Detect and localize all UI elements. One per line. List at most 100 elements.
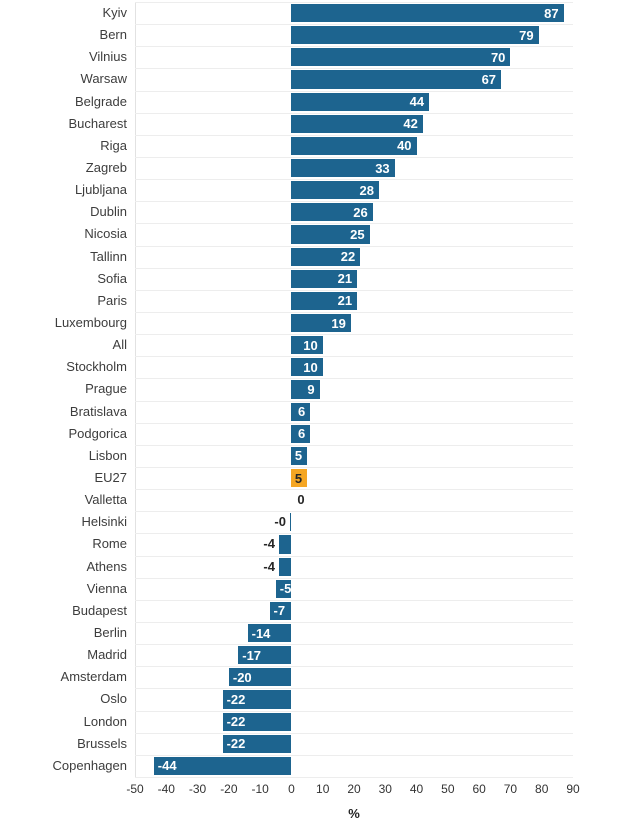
- gridline: [135, 710, 573, 712]
- bar: [289, 513, 292, 532]
- value-label: -14: [251, 625, 271, 641]
- value-label: 67: [481, 71, 497, 87]
- value-label: 9: [307, 381, 315, 397]
- gridline: [135, 2, 573, 3]
- gridline: [135, 24, 573, 26]
- category-label: London: [83, 713, 127, 729]
- axis-tick-label: 10: [316, 782, 330, 796]
- gridline: [135, 334, 573, 336]
- bar: 25: [291, 225, 370, 244]
- value-label: 22: [340, 249, 356, 265]
- axis-tick-label: -10: [251, 782, 269, 796]
- value-label: 42: [403, 116, 418, 132]
- value-label: -22: [226, 736, 246, 752]
- category-label: Bratislava: [69, 403, 127, 419]
- plot-left-border: [135, 2, 136, 777]
- gridline: [135, 157, 573, 158]
- category-label: Madrid: [87, 647, 127, 663]
- value-label: 21: [337, 271, 353, 287]
- axis-tick-label: 80: [535, 782, 549, 796]
- gridline: [135, 599, 573, 601]
- category-label: Kyiv: [102, 5, 127, 20]
- bar: 28: [291, 181, 380, 200]
- axis-tick-label: 60: [472, 782, 486, 796]
- gridline: [135, 622, 573, 623]
- category-label: Brussels: [77, 735, 127, 751]
- bar: 10: [291, 358, 323, 377]
- gridline: [135, 555, 573, 557]
- value-label: -4: [263, 536, 275, 552]
- category-label: Bern: [99, 27, 127, 43]
- value-label: 26: [353, 204, 368, 220]
- bar: 87: [291, 4, 564, 23]
- gridline: [135, 644, 573, 646]
- value-label: 79: [519, 27, 534, 43]
- axis-tick-label: 50: [441, 782, 455, 796]
- value-label: -22: [226, 691, 246, 707]
- bar: -22: [222, 734, 292, 753]
- category-label: Copenhagen: [52, 757, 127, 773]
- gridline: [135, 223, 573, 225]
- axis-tick-label: 70: [503, 782, 518, 796]
- axis-tick-label: 90: [566, 782, 580, 796]
- gridline: [135, 511, 573, 513]
- category-label: Nicosia: [84, 226, 127, 242]
- bar: [278, 535, 292, 554]
- category-label: Budapest: [72, 602, 127, 618]
- bar: 21: [291, 269, 358, 288]
- bar: 40: [291, 136, 417, 155]
- category-label: Warsaw: [80, 71, 127, 87]
- gridline: [135, 356, 573, 358]
- value-label: 44: [409, 94, 425, 110]
- x-axis-title: %: [348, 806, 360, 821]
- value-label: 6: [297, 404, 306, 420]
- gridline: [135, 201, 573, 203]
- bar: -17: [238, 646, 292, 665]
- bar: 6: [291, 424, 311, 443]
- bar: 19: [291, 314, 351, 333]
- gridline: [135, 467, 573, 468]
- gridline: [135, 112, 573, 114]
- value-label: -20: [232, 669, 252, 685]
- gridline: [135, 46, 573, 48]
- gridline: [135, 400, 573, 402]
- value-label: 5: [294, 470, 303, 486]
- gridline: [135, 289, 573, 291]
- gridline: [135, 267, 573, 269]
- value-label: -4: [263, 558, 275, 574]
- value-label: -7: [273, 603, 286, 619]
- gridline: [135, 533, 573, 535]
- axis-tick-label: 30: [378, 782, 392, 796]
- category-label: Berlin: [93, 625, 127, 640]
- gridline: [135, 312, 573, 313]
- axis-tick-label: -30: [188, 782, 207, 796]
- gridline: [135, 489, 573, 491]
- value-label: 40: [397, 138, 412, 154]
- bar: -5: [275, 579, 292, 598]
- category-label: Dublin: [90, 204, 127, 220]
- category-label: Vienna: [86, 580, 127, 596]
- value-label: 0: [297, 492, 305, 508]
- gridline: [135, 179, 573, 181]
- bar: -44: [153, 756, 292, 775]
- category-label: Sofia: [97, 270, 127, 286]
- bar: [278, 557, 292, 576]
- category-label: Valletta: [84, 492, 127, 508]
- gridline: [135, 245, 573, 247]
- gridline: [135, 378, 573, 380]
- category-label: Rome: [92, 536, 127, 552]
- axis-tick-label: -50: [126, 782, 144, 796]
- category-label: Luxembourg: [54, 315, 127, 330]
- category-label: EU27: [94, 470, 127, 485]
- category-label: Athens: [86, 558, 127, 574]
- gridline: [135, 732, 573, 734]
- bar: 44: [291, 92, 430, 111]
- category-label: Zagreb: [85, 160, 127, 175]
- category-label: Lisbon: [88, 447, 127, 463]
- gridline: [135, 422, 573, 424]
- axis-tick-label: 0: [288, 782, 295, 796]
- gridline: [135, 688, 573, 690]
- gridline: [135, 444, 573, 446]
